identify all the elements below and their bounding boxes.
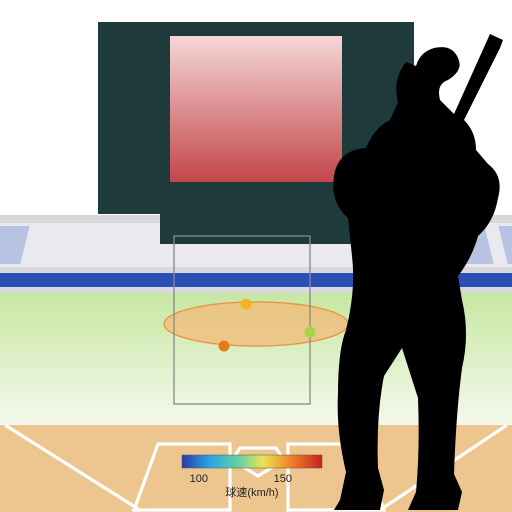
scoreboard-stem xyxy=(160,214,352,244)
pitch-marker xyxy=(219,341,230,352)
mound-dirt xyxy=(164,302,348,346)
pitch-marker xyxy=(305,327,316,338)
pitch-marker xyxy=(241,299,252,310)
colorbar-label: 球速(km/h) xyxy=(225,485,278,499)
colorbar-tick: 150 xyxy=(274,473,292,485)
pitch-location-figure: 100 150球速(km/h) xyxy=(0,0,512,512)
colorbar-tick: 100 xyxy=(190,473,208,485)
velocity-colorbar xyxy=(182,455,322,468)
scoreboard-screen xyxy=(170,36,342,182)
